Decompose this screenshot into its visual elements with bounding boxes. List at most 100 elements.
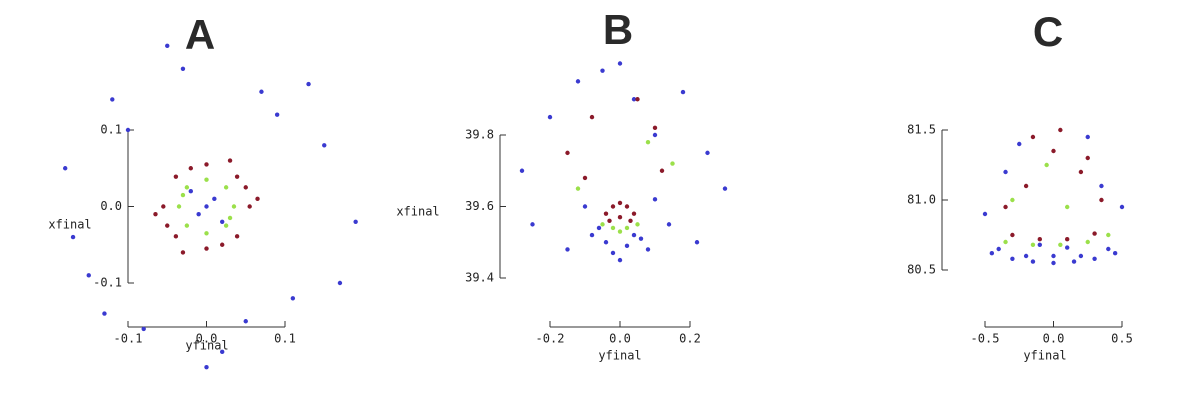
scatter-point xyxy=(227,158,233,163)
scatter-point xyxy=(575,186,581,191)
scatter-point xyxy=(1044,162,1049,168)
scatter-point xyxy=(1010,256,1015,261)
scatter-point xyxy=(624,204,630,209)
scatter-point xyxy=(223,185,229,190)
scatter-point xyxy=(1112,251,1118,256)
scatter-point xyxy=(610,250,616,256)
scatter-point xyxy=(652,132,658,138)
scatter-point xyxy=(322,143,327,148)
scatter-point xyxy=(666,222,672,227)
scatter-point xyxy=(610,204,616,209)
scatter-point xyxy=(62,166,68,171)
scatter-point xyxy=(596,225,602,231)
scatter-point xyxy=(565,247,570,252)
scatter-point xyxy=(1065,245,1070,250)
scatter-point xyxy=(184,185,190,190)
scatter-point xyxy=(565,150,570,156)
y-tick-label: 0.0 xyxy=(100,199,122,213)
scatter-point xyxy=(610,225,616,231)
scatter-point xyxy=(220,219,225,224)
scatter-point xyxy=(255,196,260,202)
scatter-point xyxy=(694,240,700,245)
scatter-point xyxy=(1058,127,1063,133)
scatter-point xyxy=(353,219,358,224)
scatter-point xyxy=(306,81,311,87)
scatter-point xyxy=(628,218,633,223)
scatter-point xyxy=(1058,242,1063,247)
scatter-point xyxy=(722,186,728,191)
y-tick-label: -0.1 xyxy=(93,276,122,290)
scatter-point xyxy=(1085,134,1090,140)
scatter-point xyxy=(1017,141,1022,147)
scatter-point xyxy=(1092,256,1097,261)
scatter-point xyxy=(1030,259,1036,264)
scatter-point xyxy=(617,215,623,220)
scatter-point xyxy=(600,68,605,73)
y-axis-label: xfinal xyxy=(396,205,439,219)
scatter-point xyxy=(575,79,581,84)
scatter-point xyxy=(589,232,595,238)
scatter-point xyxy=(519,168,525,173)
x-tick-label: -0.1 xyxy=(114,332,143,346)
y-tick-label: 0.1 xyxy=(100,123,122,137)
scatter-point xyxy=(624,225,630,231)
scatter-point xyxy=(645,139,651,145)
scatter-point xyxy=(1030,242,1036,247)
scatter-point xyxy=(204,177,209,182)
scatter-point xyxy=(1119,204,1125,210)
x-tick-label: 0.1 xyxy=(274,332,296,346)
scatter-point xyxy=(188,166,193,171)
scatter-point xyxy=(180,250,186,255)
scatter-point xyxy=(204,364,209,370)
scatter-point xyxy=(1085,239,1090,245)
scatter-point xyxy=(638,236,644,241)
scatter-point xyxy=(196,211,201,217)
scatter-point xyxy=(1078,253,1084,259)
scatter-point xyxy=(547,114,553,120)
scatter-point xyxy=(996,246,1001,252)
scatter-point xyxy=(220,349,225,355)
scatter-point xyxy=(1071,259,1077,264)
scatter-point xyxy=(705,150,710,156)
scatter-point xyxy=(223,223,229,228)
scatter-point xyxy=(204,162,209,167)
y-axis-label: xfinal xyxy=(48,218,91,232)
scatter-point xyxy=(1106,232,1111,238)
scatter-point xyxy=(1092,231,1097,236)
scatter-point xyxy=(631,97,637,102)
scatter-point xyxy=(1051,148,1056,154)
scatter-point xyxy=(600,222,605,227)
scatter-point xyxy=(337,280,343,286)
scatter-point xyxy=(582,204,588,209)
scatter-point xyxy=(247,204,252,209)
x-tick-label: 0.0 xyxy=(609,332,631,346)
scatter-point xyxy=(631,232,637,238)
scatter-point xyxy=(582,175,588,181)
scatter-point xyxy=(180,66,186,72)
scatter-point xyxy=(589,114,595,120)
scatter-point xyxy=(243,185,248,190)
scatter-point xyxy=(659,168,665,173)
scatter-point xyxy=(1030,134,1036,140)
x-tick-label: -0.5 xyxy=(971,332,1000,346)
scatter-point xyxy=(204,231,209,236)
y-tick-label: 39.8 xyxy=(465,128,494,142)
scatter-point xyxy=(204,246,209,251)
scatter-point xyxy=(1037,237,1043,242)
scatter-point xyxy=(631,211,637,216)
scatter-point xyxy=(635,97,640,102)
scatter-point xyxy=(603,211,609,216)
scatter-point xyxy=(173,234,179,239)
scatter-point xyxy=(234,234,240,239)
scatter-point xyxy=(1010,197,1015,203)
scatter-point xyxy=(165,43,170,49)
scatter-point xyxy=(1065,204,1070,210)
scatter-point xyxy=(1023,253,1029,259)
scatter-point xyxy=(635,222,640,227)
scatter-point xyxy=(1078,169,1084,175)
scatter-point xyxy=(274,112,280,117)
scatter-point xyxy=(1051,253,1056,259)
scatter-point xyxy=(173,174,179,179)
scatter-point xyxy=(624,243,630,249)
